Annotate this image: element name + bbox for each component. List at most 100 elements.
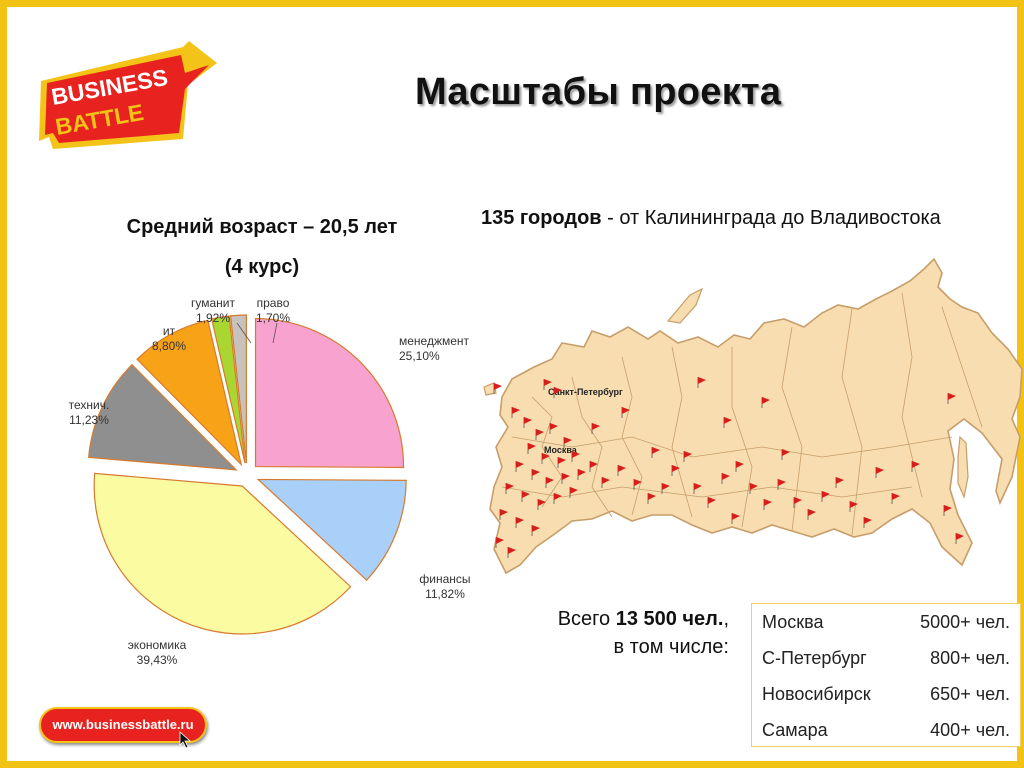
city-flag-icon [875,467,884,478]
city-flag-icon [499,509,508,520]
pie-slice-1 [256,478,407,582]
kaliningrad-exclave [483,382,497,396]
city-flags [493,377,964,558]
russia-map: Санкт-Петербург Москва [483,257,1023,575]
city-flag-icon [617,465,626,476]
sakhalin-island [957,435,969,500]
city-flag-icon [955,533,964,544]
city-flag-icon [601,477,610,488]
total-line1: Всего 13 500 чел., [557,608,729,630]
city-flag-icon [749,483,758,494]
city-flag-icon [863,517,872,528]
region-border-1 [571,376,613,518]
city-flag-icon [723,417,732,428]
city-flag-icon [693,483,702,494]
city-flag-icon [849,501,858,512]
city-flag-icon [545,477,554,488]
city-flag-icon [523,417,532,428]
city-flag-icon [531,469,540,480]
city-flag-icon [589,461,598,472]
city-flag-icon [891,493,900,504]
pie-label-5: гуманит [191,296,235,310]
pie-leader-line-1 [272,322,278,344]
region-border-4 [731,347,753,528]
city-flag-icon [557,457,566,468]
total-line2: в том числе: [613,636,730,658]
city-flag-icon [943,505,952,516]
city-flag-icon [707,497,716,508]
city-flag-icon [549,423,558,434]
mouse-cursor-icon [179,731,192,749]
city-flag-icon [531,525,540,536]
city-name: Москва [762,612,824,632]
region-border-5 [781,326,803,532]
cities-count: 135 городов [481,207,602,229]
pie-label-2: экономика [128,638,187,652]
city-row-moscow: Москва 5000+ чел. [762,612,1010,636]
city-flag-icon [553,493,562,504]
average-age: Средний возраст – 20,5 лет (4 курс) [87,207,437,287]
pie-slice-4 [136,319,243,467]
city-flag-icon [591,423,600,434]
region-border-7 [901,292,923,498]
city-row-novosibirsk: Новосибирск 650+ чел. [762,684,1010,708]
region-borders [501,292,983,536]
city-flag-icon [807,509,816,520]
city-flag-icon [511,407,520,418]
city-flag-icon [911,461,920,472]
pie-slice-3 [88,363,238,471]
city-flag-icon [763,499,772,510]
city-flag-icon [569,487,578,498]
city-flag-icon [553,387,562,398]
pie-slice-0 [254,317,405,469]
city-name: Новосибирск [762,684,871,704]
city-flag-icon [561,473,570,484]
average-age-line1: Средний возраст – 20,5 лет [126,216,398,238]
business-battle-logo: BUSINESS BATTLE [39,41,217,149]
region-border-10 [501,486,913,498]
city-flag-icon [505,483,514,494]
pie-label-4: ит [163,324,176,338]
city-count: 800+ чел. [930,648,1010,668]
city-row-samara: Самара 400+ чел. [762,720,1010,744]
average-age-line2: (4 курс) [224,256,300,278]
city-flag-icon [495,537,504,548]
city-name: С-Петербург [762,648,867,668]
city-flag-icon [835,477,844,488]
pie-label-1: финансы [419,572,470,586]
city-count: 650+ чел. [930,684,1010,704]
city-flag-icon [731,513,740,524]
city-flag-icon [781,449,790,460]
novaya-zemlya-island [666,287,704,324]
pie-value-label-6: 1,70% [256,311,290,325]
city-count: 5000+ чел. [920,612,1010,632]
city-flag-icon [647,493,656,504]
city-flag-icon [697,377,706,388]
city-flag-icon [761,397,770,408]
pie-value-label-5: 1,92% [196,311,230,325]
city-flag-icon [563,437,572,448]
city-row-spb: С-Петербург 800+ чел. [762,648,1010,672]
pie-value-label-0: 25,10% [399,349,440,363]
russia-map-shape [489,257,1023,575]
map-label-spb: Санкт-Петербург [548,387,623,397]
city-flag-icon [947,393,956,404]
pie-slice-6 [229,314,247,464]
pie-leader-line-0 [236,322,252,344]
map-label-moscow: Москва [544,445,578,455]
city-flag-icon [821,491,830,502]
pie-label-6: право [257,296,290,310]
city-table: Москва 5000+ чел. С-Петербург 800+ чел. … [751,603,1021,747]
pie-slice-2 [93,472,352,635]
website-link-button[interactable]: www.businessbattle.ru [39,707,207,743]
cities-range: - от Калининграда до Владивостока [601,207,941,229]
total-count: 13 500 чел. [615,608,724,630]
region-border-9 [511,436,953,458]
city-flag-icon [537,499,546,510]
city-flag-icon [777,479,786,490]
page-title: Масштабы проекта [415,71,782,113]
city-flag-icon [735,461,744,472]
region-border-8 [941,306,983,428]
